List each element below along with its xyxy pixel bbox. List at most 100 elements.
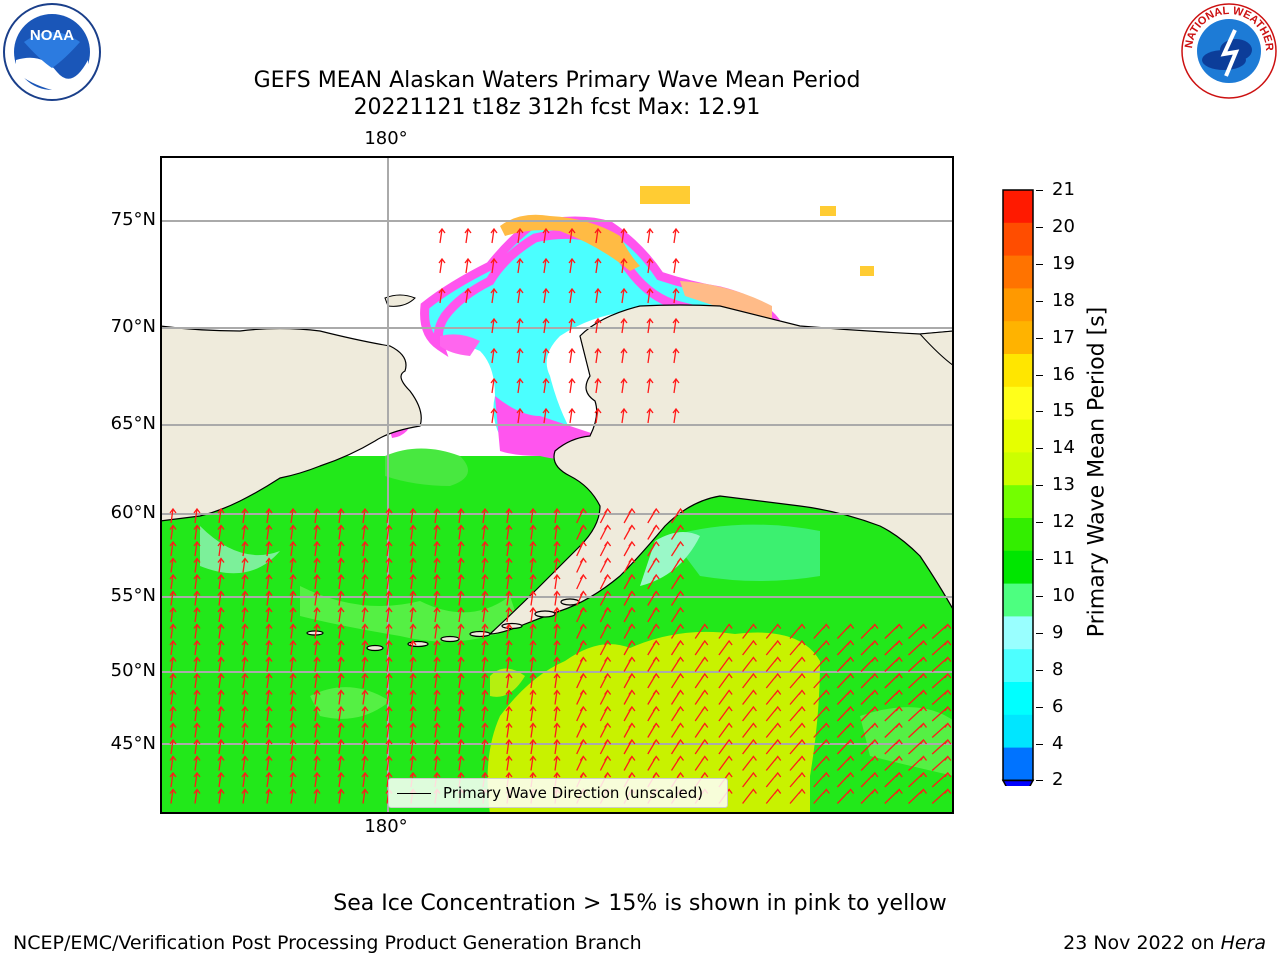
wave-arrow xyxy=(337,507,345,524)
wave-arrow xyxy=(542,227,550,244)
wave-arrow xyxy=(481,540,489,557)
wave-arrow xyxy=(289,788,297,804)
wave-arrow xyxy=(464,287,472,304)
wave-arrow xyxy=(908,738,928,755)
colorbar-tick xyxy=(1036,595,1043,597)
colorbar-tick-label: 2 xyxy=(1052,769,1064,791)
colorbar-label: Primary Wave Mean Period [s] xyxy=(1084,306,1110,638)
wave-arrow xyxy=(361,705,369,722)
colorbar-tick xyxy=(1036,669,1043,671)
wave-arrow xyxy=(409,540,417,557)
wave-arrow xyxy=(672,317,680,334)
wave-arrow xyxy=(670,689,685,705)
svg-text:NOAA: NOAA xyxy=(30,27,74,44)
wave-arrow xyxy=(409,672,417,689)
wave-arrow xyxy=(529,672,537,689)
wave-arrow xyxy=(553,656,561,672)
wave-arrow xyxy=(553,722,561,738)
wave-arrow xyxy=(542,347,550,364)
wave-arrow xyxy=(193,788,201,804)
wave-arrow xyxy=(594,287,602,304)
wave-arrow xyxy=(193,524,201,540)
wave-arrow xyxy=(576,672,587,689)
wave-arrow xyxy=(217,606,225,623)
wave-arrow xyxy=(438,257,446,274)
wave-arrow xyxy=(647,590,660,606)
wave-arrow xyxy=(505,623,513,639)
wave-arrow xyxy=(217,672,225,689)
wave-arrow xyxy=(860,722,879,738)
wave-arrow xyxy=(813,639,830,656)
colorbar-segment xyxy=(1003,190,1033,224)
wave-arrow xyxy=(542,407,550,424)
wave-arrow xyxy=(265,656,273,672)
wave-arrow xyxy=(576,623,587,639)
wave-arrow xyxy=(193,738,201,755)
wave-arrow xyxy=(385,705,393,722)
wave-arrow xyxy=(908,755,928,771)
wave-arrow xyxy=(193,573,201,590)
wave-arrow xyxy=(433,755,441,771)
wave-arrow xyxy=(553,507,561,524)
colorbar-tick xyxy=(1036,743,1043,745)
wave-arrow xyxy=(241,573,249,590)
wave-arrow xyxy=(313,755,321,771)
wave-arrow xyxy=(385,722,393,738)
wave-arrow xyxy=(217,771,225,788)
wave-arrow xyxy=(505,639,513,656)
wave-arrow xyxy=(599,524,612,540)
wave-arrow xyxy=(670,507,685,524)
wave-arrow xyxy=(576,656,587,672)
wave-arrow xyxy=(931,705,952,722)
colorbar-tick-label: 20 xyxy=(1052,215,1075,237)
wave-arrow xyxy=(433,705,441,722)
wave-arrow xyxy=(433,540,441,557)
wave-arrow xyxy=(789,722,806,738)
wave-arrow xyxy=(884,722,903,738)
colorbar-tick-label: 17 xyxy=(1052,326,1075,348)
wave-arrow xyxy=(505,524,513,540)
wave-arrow xyxy=(385,738,393,755)
colorbar-tick-label: 4 xyxy=(1052,732,1064,754)
wave-arrow xyxy=(433,590,441,606)
wave-arrow xyxy=(742,738,757,755)
wave-arrow xyxy=(765,738,782,755)
wave-arrow xyxy=(169,689,177,705)
wave-arrow xyxy=(457,540,465,557)
host-text: Hera xyxy=(1220,932,1266,954)
wave-arrow xyxy=(337,705,345,722)
wave-arrow xyxy=(361,557,369,573)
chart-title: GEFS MEAN Alaskan Waters Primary Wave Me… xyxy=(253,68,861,93)
wave-arrow xyxy=(765,623,782,639)
wave-arrow xyxy=(931,672,952,689)
wave-arrow xyxy=(313,672,321,689)
colorbar-tick-label: 8 xyxy=(1052,658,1064,680)
wave-arrow xyxy=(193,507,201,524)
nws-logo-icon: NATIONAL WEATHER SERVICE xyxy=(1180,2,1277,99)
wave-arrow xyxy=(789,755,806,771)
wave-arrow xyxy=(647,705,660,722)
wave-arrow xyxy=(505,557,513,573)
wave-arrow xyxy=(576,590,587,606)
wave-arrow xyxy=(169,656,177,672)
wave-arrow xyxy=(265,590,273,606)
wave-arrow xyxy=(836,771,855,788)
wave-arrow xyxy=(289,606,297,623)
wave-arrow xyxy=(361,507,369,524)
wave-arrow xyxy=(623,524,636,540)
wave-arrow xyxy=(620,227,628,244)
wave-arrow xyxy=(289,623,297,639)
wave-arrow xyxy=(718,639,733,656)
wave-arrow xyxy=(765,639,782,656)
wave-arrow xyxy=(672,257,680,274)
colorbar-segment xyxy=(1003,616,1033,650)
colorbar-tick xyxy=(1036,374,1043,376)
lat-label-65: 65°N xyxy=(110,413,156,434)
wave-arrow xyxy=(457,672,465,689)
wave-arrow xyxy=(265,540,273,557)
wave-arrow xyxy=(490,407,498,424)
colorbar-tick-label: 12 xyxy=(1052,511,1075,533)
wave-arrow xyxy=(385,606,393,623)
wave-arrow xyxy=(241,771,249,788)
wave-arrow xyxy=(433,557,441,573)
